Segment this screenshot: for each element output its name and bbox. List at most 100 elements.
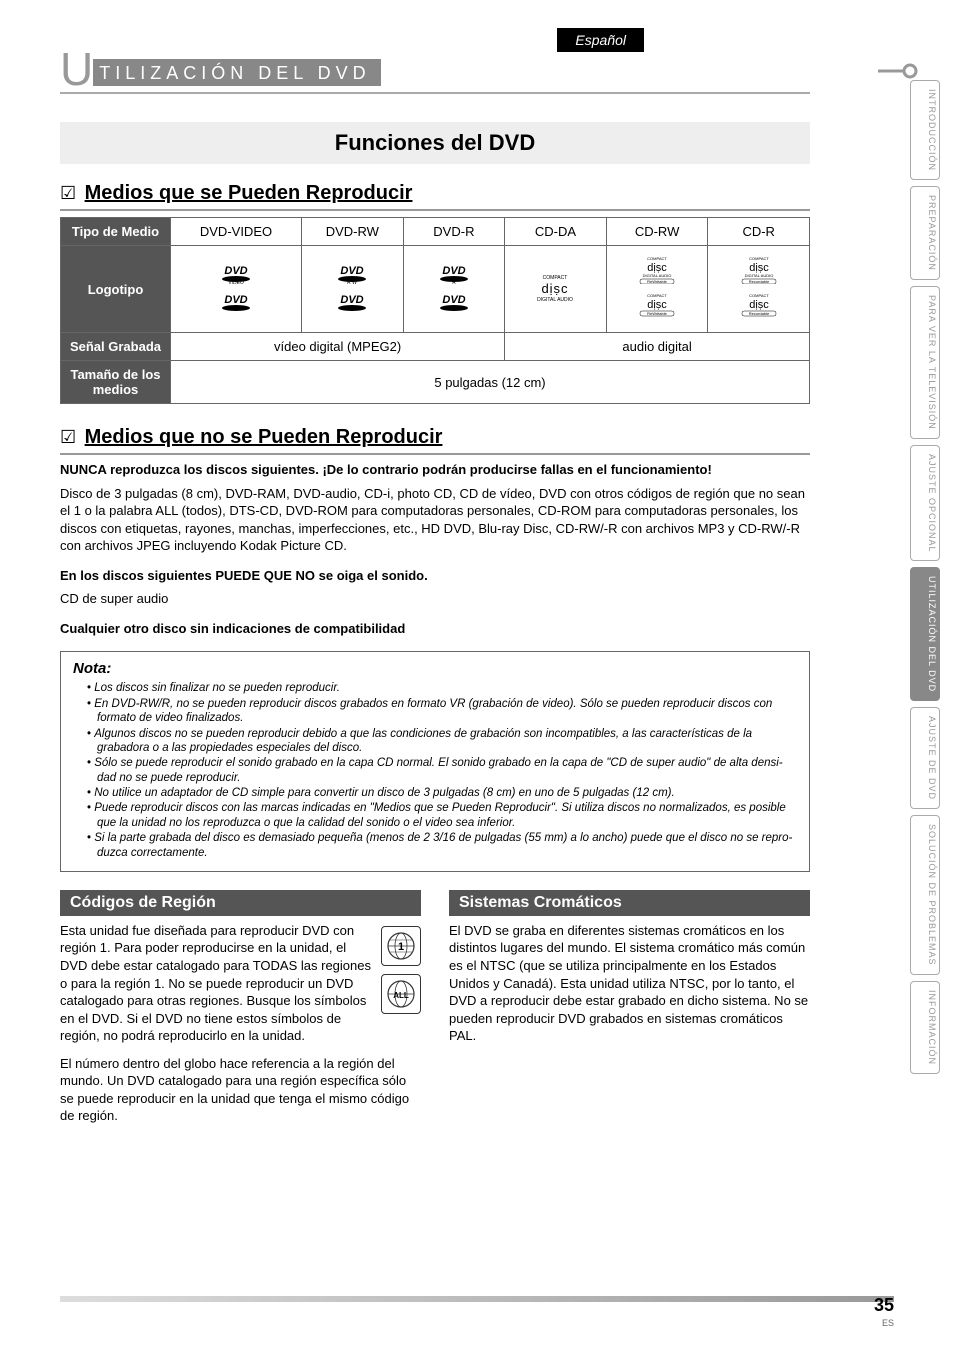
svg-text:COMPACT: COMPACT [647, 256, 667, 261]
disc-logo-icon: COMPACTdịṣcDIGITAL AUDIO [530, 271, 580, 305]
note-title: Nota: [73, 660, 797, 677]
section-title: Funciones del DVD [60, 130, 810, 156]
warning-text: Disco de 3 pulgadas (8 cm), DVD-RAM, DVD… [60, 485, 810, 555]
svg-text:DVD: DVD [442, 265, 465, 277]
footer-bar [60, 1296, 894, 1302]
globe-icon: 1 [386, 931, 416, 961]
svg-text:R: R [452, 280, 456, 284]
note-item: Sólo se puede reproducir el sonido graba… [87, 756, 797, 785]
sound-bold: En los discos siguientes PUEDE QUE NO se… [60, 567, 810, 585]
side-tab-introduccion[interactable]: INTRODUCCIÓN [910, 80, 940, 180]
svg-text:dịṣc: dịṣc [647, 299, 667, 311]
dvd-logo-icon: DVD [211, 291, 261, 313]
table-row: Señal Grabada vídeo digital (MPEG2) audi… [61, 333, 810, 361]
row-header-tipo: Tipo de Medio [61, 218, 171, 246]
section-bar: Funciones del DVD [60, 122, 810, 164]
note-box: Nota: Los discos sin finalizar no se pue… [60, 651, 810, 872]
svg-text:R W: R W [347, 280, 357, 284]
side-tab-television[interactable]: PARA VER LA TELEVISIÓN [910, 286, 940, 439]
logo-dvd-video: DVD VIDEO DVD [171, 246, 302, 333]
note-item: Algunos discos no se pueden reproducir d… [87, 727, 797, 756]
dvd-logo-icon: DVD [327, 291, 377, 313]
row-header-logotipo: Logotipo [61, 246, 171, 333]
row-header-tamano: Tamaño de los medios [61, 361, 171, 404]
note-item: Si la parte grabada del disco es demasia… [87, 831, 797, 860]
note-item: Los discos sin finalizar no se pueden re… [87, 681, 797, 695]
logo-dvd-rw: DVD R W DVD [302, 246, 404, 333]
svg-text:ReWritable: ReWritable [647, 311, 667, 316]
svg-text:VIDEO: VIDEO [228, 280, 244, 284]
col-dvd-r: DVD-R [403, 218, 505, 246]
header-drop-cap: U [60, 50, 93, 88]
checkbox-icon: ☑ [60, 183, 76, 203]
page-header: U TILIZACIÓN DEL DVD [60, 50, 810, 94]
chromatic-text: El DVD se graba en diferentes sistemas c… [449, 922, 810, 1045]
two-column-section: Códigos de Región Esta unidad fue diseña… [60, 890, 810, 1125]
region-p2: El número dentro del globo hace referenc… [60, 1055, 421, 1125]
side-tab-preparacion[interactable]: PREPARACIÓN [910, 186, 940, 280]
subheading-playable: ☑ Medios que se Pueden Reproducir [60, 182, 810, 211]
note-item: En DVD-RW/R, no se pueden reproducir dis… [87, 697, 797, 726]
svg-text:DIGITAL AUDIO: DIGITAL AUDIO [643, 273, 672, 278]
side-tab-informacion[interactable]: INFORMACIÓN [910, 981, 940, 1074]
note-list: Los discos sin finalizar no se pueden re… [73, 681, 797, 860]
subheading-notplayable: ☑ Medios que no se Pueden Reproducir [60, 426, 810, 455]
svg-text:COMPACT: COMPACT [749, 293, 769, 298]
page-number: 35 [874, 1295, 894, 1315]
disc-logo-icon: COMPACTdịṣcReWritable [632, 291, 682, 321]
svg-text:DVD: DVD [224, 265, 247, 277]
side-tab-ajuste-dvd[interactable]: AJUSTE DE DVD [910, 707, 940, 809]
svg-text:DIGITAL AUDIO: DIGITAL AUDIO [538, 297, 574, 303]
svg-text:1: 1 [398, 941, 404, 953]
svg-text:DVD: DVD [224, 294, 247, 306]
disc-logo-icon: COMPACTdịṣcDIGITAL AUDIORecordable [734, 254, 784, 284]
side-tab-solucion[interactable]: SOLUCIÓN DE PROBLEMAS [910, 815, 940, 975]
language-tab: Español [557, 28, 644, 52]
dvd-logo-icon: DVD R [429, 262, 479, 284]
svg-text:DVD: DVD [341, 265, 364, 277]
note-item: Puede reproducir discos con las marcas i… [87, 801, 797, 830]
table-row: Tamaño de los medios 5 pulgadas (12 cm) [61, 361, 810, 404]
side-tab-utilizacion-dvd[interactable]: UTILIZACIÓN DEL DVD [910, 567, 940, 701]
dvd-logo-icon: DVD VIDEO [211, 262, 261, 284]
checkbox-icon: ☑ [60, 427, 76, 447]
note-item: No utilice un adaptador de CD simple par… [87, 786, 797, 800]
media-size: 5 pulgadas (12 cm) [171, 361, 810, 404]
subheading-playable-text: Medios que se Pueden Reproducir [85, 182, 413, 205]
svg-text:dịṣc: dịṣc [542, 281, 569, 296]
compat-bold: Cualquier otro disco sin indicaciones de… [60, 620, 810, 638]
region-globe-1: 1 [381, 926, 421, 966]
page-number-block: 35 ES [874, 1295, 894, 1328]
svg-text:dịṣc: dịṣc [749, 299, 769, 311]
svg-text:ReWritable: ReWritable [647, 279, 667, 284]
header-connector-graphic [878, 62, 918, 80]
logo-cd-da: COMPACTdịṣcDIGITAL AUDIO [505, 246, 607, 333]
side-tab-ajuste-opcional[interactable]: AJUSTE OPCIONAL [910, 445, 940, 562]
svg-text:DIGITAL AUDIO: DIGITAL AUDIO [744, 273, 773, 278]
svg-text:DVD: DVD [341, 294, 364, 306]
logo-dvd-r: DVD R DVD [403, 246, 505, 333]
subheading-notplayable-text: Medios que no se Pueden Reproducir [85, 426, 443, 449]
col-dvd-video: DVD-VIDEO [171, 218, 302, 246]
svg-text:COMPACT: COMPACT [749, 256, 769, 261]
region-p1: Esta unidad fue diseñada para reproducir… [60, 922, 371, 1045]
chromatic-header: Sistemas Cromáticos [449, 890, 810, 916]
sound-text: CD de super audio [60, 590, 810, 608]
page-lang-code: ES [874, 1318, 894, 1328]
logo-cd-rw: COMPACTdịṣcDIGITAL AUDIOReWritable COMPA… [606, 246, 708, 333]
col-cd-da: CD-DA [505, 218, 607, 246]
col-dvd-rw: DVD-RW [302, 218, 404, 246]
svg-text:Recordable: Recordable [748, 311, 769, 316]
table-row: Tipo de Medio DVD-VIDEO DVD-RW DVD-R CD-… [61, 218, 810, 246]
svg-text:COMPACT: COMPACT [647, 293, 667, 298]
logo-cd-r: COMPACTdịṣcDIGITAL AUDIORecordable COMPA… [708, 246, 810, 333]
disc-logo-icon: COMPACTdịṣcDIGITAL AUDIOReWritable [632, 254, 682, 284]
side-navigation: INTRODUCCIÓN PREPARACIÓN PARA VER LA TEL… [910, 80, 940, 1074]
col-cd-rw: CD-RW [606, 218, 708, 246]
col-cd-r: CD-R [708, 218, 810, 246]
table-row: Logotipo DVD VIDEO DVD DVD R W DVD DVD R DV… [61, 246, 810, 333]
media-table: Tipo de Medio DVD-VIDEO DVD-RW DVD-R CD-… [60, 217, 810, 404]
disc-logo-icon: COMPACTdịṣcRecordable [734, 291, 784, 321]
region-globe-all: ALL [381, 974, 421, 1014]
globe-icon: ALL [386, 979, 416, 1009]
